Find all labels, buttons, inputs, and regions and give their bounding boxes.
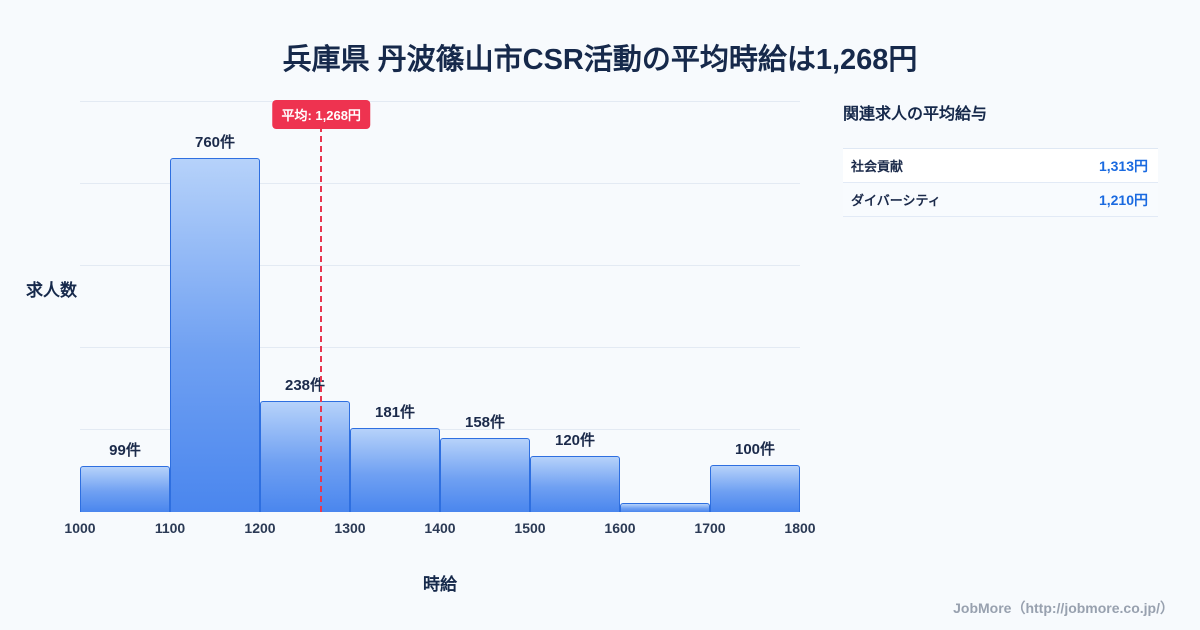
histogram-bar <box>530 456 620 512</box>
x-axis-ticks: 1000 1100 1200 1300 1400 1500 1600 1700 1800 <box>64 520 815 540</box>
footer-credit: JobMore（http://jobmore.co.jp/） <box>953 600 1174 616</box>
x-tick-label: 1100 <box>154 520 186 536</box>
bar-value-label: 158件 <box>464 414 506 432</box>
bar-value-label: 100件 <box>734 441 776 459</box>
mean-line-dash <box>320 126 323 512</box>
histogram-bar <box>710 465 800 512</box>
plot-area: 99件 760件 238件 181件 158件 120件 100件 平均: 1,268円 <box>80 100 800 512</box>
histogram-bar <box>440 438 530 512</box>
gridline <box>80 101 800 102</box>
gridline <box>80 347 800 348</box>
x-tick-label: 1000 <box>64 520 96 536</box>
related-salary-panel: 関連求人の平均給与 社会貢献 1,313円 ダイバーシティ 1,210円 <box>843 100 1158 217</box>
x-tick-label: 1400 <box>424 520 456 536</box>
x-tick-label: 1600 <box>604 520 636 536</box>
histogram-bar <box>260 401 350 512</box>
salary-table: 社会貢献 1,313円 ダイバーシティ 1,210円 <box>843 148 1158 217</box>
x-tick-label: 1700 <box>694 520 726 536</box>
side-panel-title: 関連求人の平均給与 <box>843 106 988 123</box>
gridline <box>80 265 800 266</box>
page-title: 兵庫県 丹波篠山市CSR活動の平均時給は1,268円 <box>282 44 918 76</box>
x-tick-label: 1300 <box>334 520 366 536</box>
bar-value-label: 760件 <box>194 133 236 151</box>
salary-row-value: 1,210円 <box>1098 191 1148 208</box>
gridline <box>80 183 800 184</box>
x-tick-label: 1500 <box>514 520 546 536</box>
bar-value-label: 181件 <box>374 403 416 421</box>
bar-value-label: 120件 <box>554 432 596 450</box>
histogram-bar <box>350 427 440 512</box>
histogram-bar <box>620 502 710 512</box>
mean-value-badge: 平均: 1,268円 <box>272 100 370 129</box>
x-tick-label: 1200 <box>244 520 276 536</box>
salary-table-row: 社会貢献 1,313円 <box>843 149 1158 183</box>
y-axis-label: 求人数 <box>26 281 77 300</box>
histogram-bar <box>170 157 260 512</box>
histogram-chart: 99件 760件 238件 181件 158件 120件 100件 平均: 1,268円 <box>80 100 800 512</box>
x-axis-label: 時給 <box>423 575 457 594</box>
x-tick-label: 1800 <box>784 520 816 536</box>
bar-value-label: 238件 <box>284 377 326 395</box>
bar-value-label: 99件 <box>109 441 141 459</box>
gridline <box>80 429 800 430</box>
salary-row-label: 社会貢献 <box>851 159 904 174</box>
histogram-bar <box>80 465 170 512</box>
salary-row-label: ダイバーシティ <box>851 193 941 208</box>
salary-row-value: 1,313円 <box>1098 157 1148 174</box>
salary-table-row: ダイバーシティ 1,210円 <box>843 183 1158 217</box>
